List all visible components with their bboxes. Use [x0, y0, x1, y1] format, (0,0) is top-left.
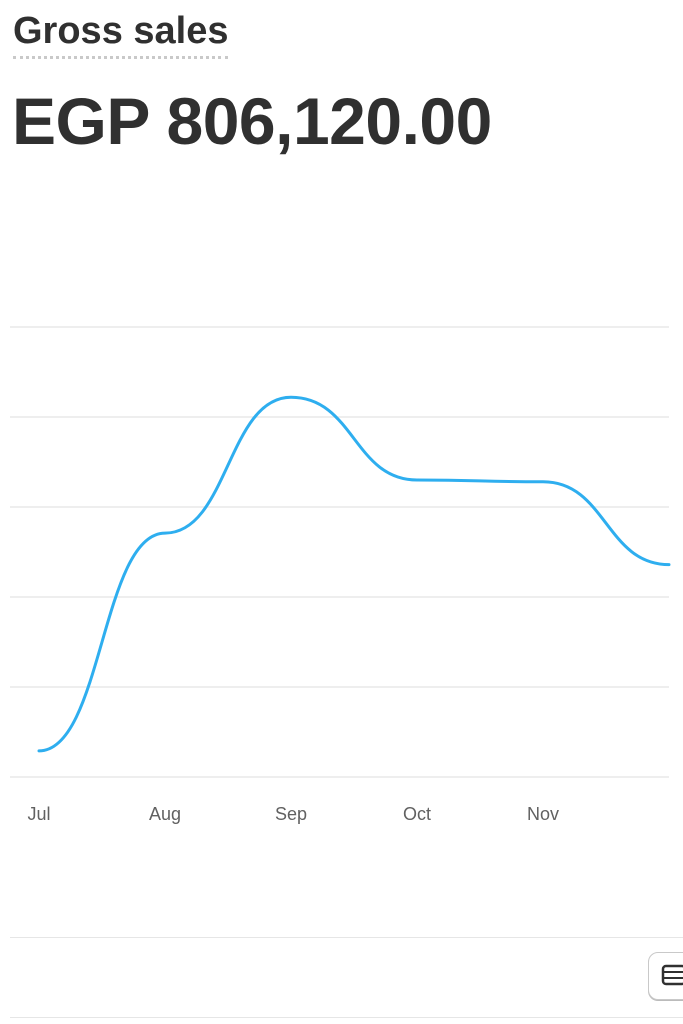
x-tick-label: Nov [527, 804, 559, 824]
line [37, 395, 671, 753]
table-view-button[interactable] [648, 952, 683, 1000]
x-tick-label: Sep [275, 804, 307, 824]
divider [10, 1017, 683, 1018]
x-tick-label: Jul [27, 804, 50, 824]
title[interactable]: Gross sales [13, 10, 229, 59]
x-tick-label: Aug [149, 804, 181, 824]
x-tick-label: Oct [403, 804, 431, 824]
amount: EGP 806,120.00 [12, 84, 492, 158]
table-icon [661, 964, 683, 986]
divider [10, 937, 683, 938]
